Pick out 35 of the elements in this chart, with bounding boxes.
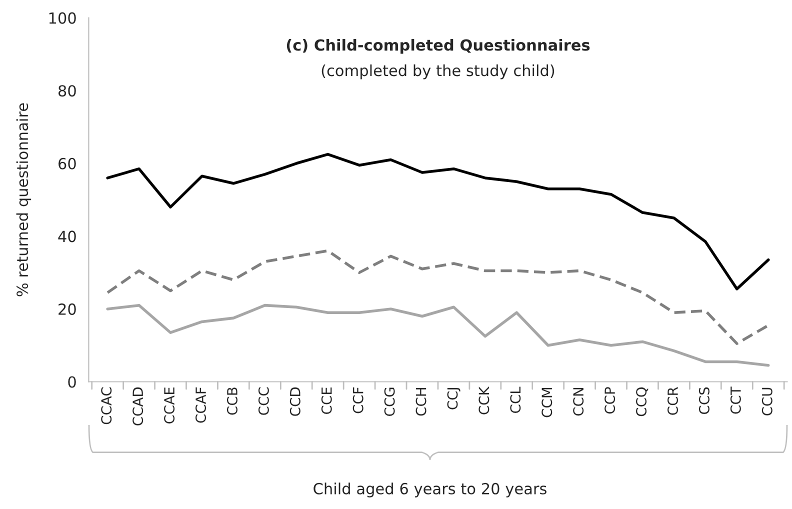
x-axis-title: Child aged 6 years to 20 years: [314, 482, 546, 498]
x-tick-label: CCL: [510, 386, 521, 413]
x-tick-label: CCAF: [196, 387, 206, 423]
y-tick-label: 80: [58, 85, 76, 97]
x-tick-label: CCK: [478, 386, 490, 414]
y-tick-label: 60: [58, 158, 76, 170]
x-tick-label: CCS: [698, 387, 710, 414]
x-tick-label: CCN: [573, 388, 584, 416]
x-tick-label: CCAC: [101, 387, 112, 424]
x-tick-label: CCT: [730, 386, 741, 414]
line-series: [106, 304, 770, 367]
x-tick-label: CCAD: [132, 387, 144, 426]
x-tick-label: CCE: [321, 388, 332, 414]
x-tick-label: CCD: [290, 387, 300, 416]
line-series: [106, 152, 770, 290]
x-tick-label: CCP: [604, 387, 616, 414]
x-tick-label: CCR: [667, 387, 678, 415]
line-series: [106, 249, 770, 345]
text: (completed by the study child): [322, 64, 554, 80]
x-tick-label: CCB: [226, 388, 238, 415]
x-tick-label: CCAE: [164, 388, 175, 424]
y-tick-label: 0: [68, 376, 76, 388]
y-axis-title: % returned questionnaire: [16, 103, 32, 296]
text: (c) Child-completed Questionnaires: [286, 38, 590, 54]
x-tick-label: CCQ: [636, 387, 648, 416]
x-tick-label: CCU: [762, 388, 772, 416]
x-tick-label: CCF: [352, 387, 364, 414]
x-tick-label: CCM: [542, 388, 552, 418]
x-tick-label: CCJ: [447, 388, 460, 410]
x-tick-label: CCC: [258, 387, 269, 415]
y-tick-label: 100: [49, 12, 76, 24]
x-tick-label: CCH: [416, 388, 426, 416]
x-tick-label: CCG: [384, 388, 395, 416]
y-tick-label: 20: [58, 303, 76, 315]
y-tick-label: 40: [58, 230, 76, 242]
